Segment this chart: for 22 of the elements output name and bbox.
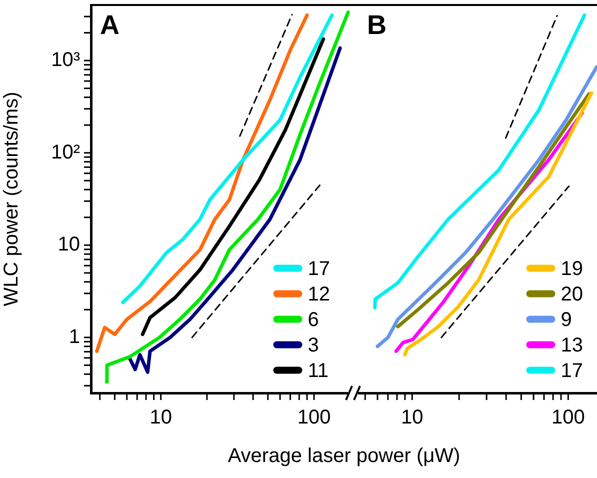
x-tick-label: 100 [551, 406, 585, 429]
legend-label: 13 [560, 334, 584, 356]
legend-label: 17 [560, 360, 584, 382]
legend-label: 19 [560, 258, 584, 280]
legend-label: 9 [560, 308, 572, 331]
y-tick-label: 10³ [51, 49, 80, 72]
legend-label: 3 [308, 334, 319, 356]
x-tick-label: 10 [400, 406, 424, 429]
legend-label: 11 [308, 360, 329, 382]
legend-label: 17 [308, 258, 330, 280]
chart-title: A [100, 10, 120, 40]
chart-title: B [367, 10, 386, 40]
y-tick-label: 10² [51, 141, 80, 164]
y-tick-label: 10 [58, 234, 80, 256]
x-axis-title: Average laser power (μW) [226, 445, 462, 468]
legend-label: 20 [560, 283, 584, 306]
x-tick-label: 10 [150, 406, 172, 429]
x-tick-label: 100 [297, 406, 331, 429]
y-axis-title: WLC power (counts/ms) [0, 92, 23, 306]
y-tick-label: 1 [68, 326, 80, 348]
legend-label: 6 [308, 308, 319, 331]
legend-label: 12 [308, 283, 330, 306]
